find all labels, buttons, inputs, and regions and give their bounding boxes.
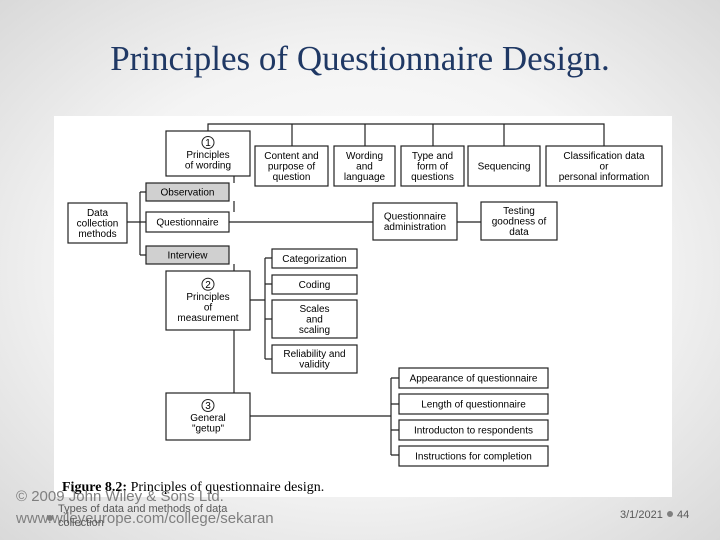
- node-box: [545, 145, 663, 187]
- node-label: or: [600, 161, 610, 172]
- node-box: [145, 211, 230, 233]
- caption-text: Principles of questionnaire design.: [131, 480, 325, 495]
- node-label: Scales: [299, 304, 329, 315]
- node-box: [271, 299, 358, 339]
- footer-subtitle: Types of data and methods of data: [58, 503, 228, 515]
- node-label: collection: [77, 218, 119, 229]
- node-label: and: [306, 314, 323, 325]
- node-label: Principles: [186, 292, 229, 303]
- node-label: Classification data: [563, 151, 645, 162]
- node-label: validity: [299, 360, 330, 371]
- node-label: Reliability and: [283, 349, 345, 360]
- node-label: goodness of: [492, 216, 547, 227]
- figure-caption: Figure 8.2: Principles of questionnaire …: [62, 480, 324, 495]
- node-label: Data: [87, 208, 109, 219]
- node-box: [165, 392, 251, 441]
- node-label: Questionnaire: [384, 212, 447, 223]
- node-box: [398, 419, 549, 441]
- node-box: [398, 367, 549, 389]
- node-number: 2: [205, 280, 211, 291]
- node-box: [67, 202, 128, 244]
- node-label: Instructions for completion: [415, 451, 532, 462]
- node-label: Questionnaire: [156, 217, 219, 228]
- node-label: of: [204, 302, 213, 313]
- node-label: Length of questionnaire: [421, 399, 526, 410]
- node-label: administration: [384, 222, 446, 233]
- node-box: [271, 248, 358, 269]
- node-label: Type and: [412, 151, 453, 162]
- node-label: personal information: [559, 172, 650, 183]
- node-box: [271, 274, 358, 295]
- node-label: purpose of: [268, 161, 315, 172]
- node-box: [480, 201, 558, 241]
- caption-label: Figure 8.2:: [62, 480, 127, 495]
- node-label: Wording: [346, 151, 383, 162]
- node-box: [271, 344, 358, 374]
- url: www.wileyeurope.com/college/sekaran: [15, 510, 274, 527]
- date: 3/1/2021: [620, 509, 663, 521]
- node-label: Observation: [161, 187, 215, 198]
- node-label: measurement: [177, 313, 238, 324]
- node-label: Content and: [264, 151, 319, 162]
- node-box: [165, 270, 251, 331]
- node-box: [145, 245, 230, 265]
- node-label: Testing: [503, 206, 535, 217]
- node-label: Introducton to respondents: [414, 425, 533, 436]
- node-box: [372, 202, 458, 241]
- page-number: 44: [677, 509, 689, 521]
- footer-subtitle: collection: [58, 517, 104, 529]
- slide-title: Principles of Questionnaire Design.: [110, 39, 610, 78]
- bullet: [47, 515, 53, 521]
- node-box: [254, 145, 329, 187]
- node-label: form of: [417, 161, 448, 172]
- node-label: questions: [411, 172, 454, 183]
- node-label: language: [344, 172, 386, 183]
- node-number-circle: [201, 399, 215, 412]
- connectors: [127, 123, 605, 456]
- bullet: [667, 511, 673, 517]
- node-label: of wording: [185, 161, 231, 172]
- node-label: Coding: [299, 280, 331, 291]
- node-box: [398, 445, 549, 467]
- node-label: Appearance of questionnaire: [410, 373, 538, 384]
- copyright: © 2009 John Wiley & Sons Ltd.: [16, 488, 224, 505]
- node-box: [145, 182, 230, 202]
- node-box: [333, 145, 396, 187]
- node-box: [467, 145, 541, 187]
- node-number-circle: [201, 277, 215, 291]
- node-box: [165, 130, 251, 177]
- node-label: question: [273, 172, 311, 183]
- node-number: 1: [205, 138, 211, 149]
- node-label: "getup": [192, 424, 225, 435]
- node-label: and: [356, 161, 373, 172]
- node-label: Interview: [167, 250, 208, 261]
- node-box: [398, 393, 549, 415]
- node-label: Sequencing: [478, 161, 531, 172]
- node-box: [400, 145, 465, 187]
- node-label: scaling: [299, 325, 330, 336]
- node-label: Principles: [186, 150, 229, 161]
- node-label: General: [190, 413, 226, 424]
- node-number: 3: [205, 401, 211, 412]
- node-label: Categorization: [282, 254, 346, 265]
- node-label: data: [509, 227, 529, 238]
- node-label: methods: [78, 229, 116, 240]
- node-number-circle: [201, 136, 215, 149]
